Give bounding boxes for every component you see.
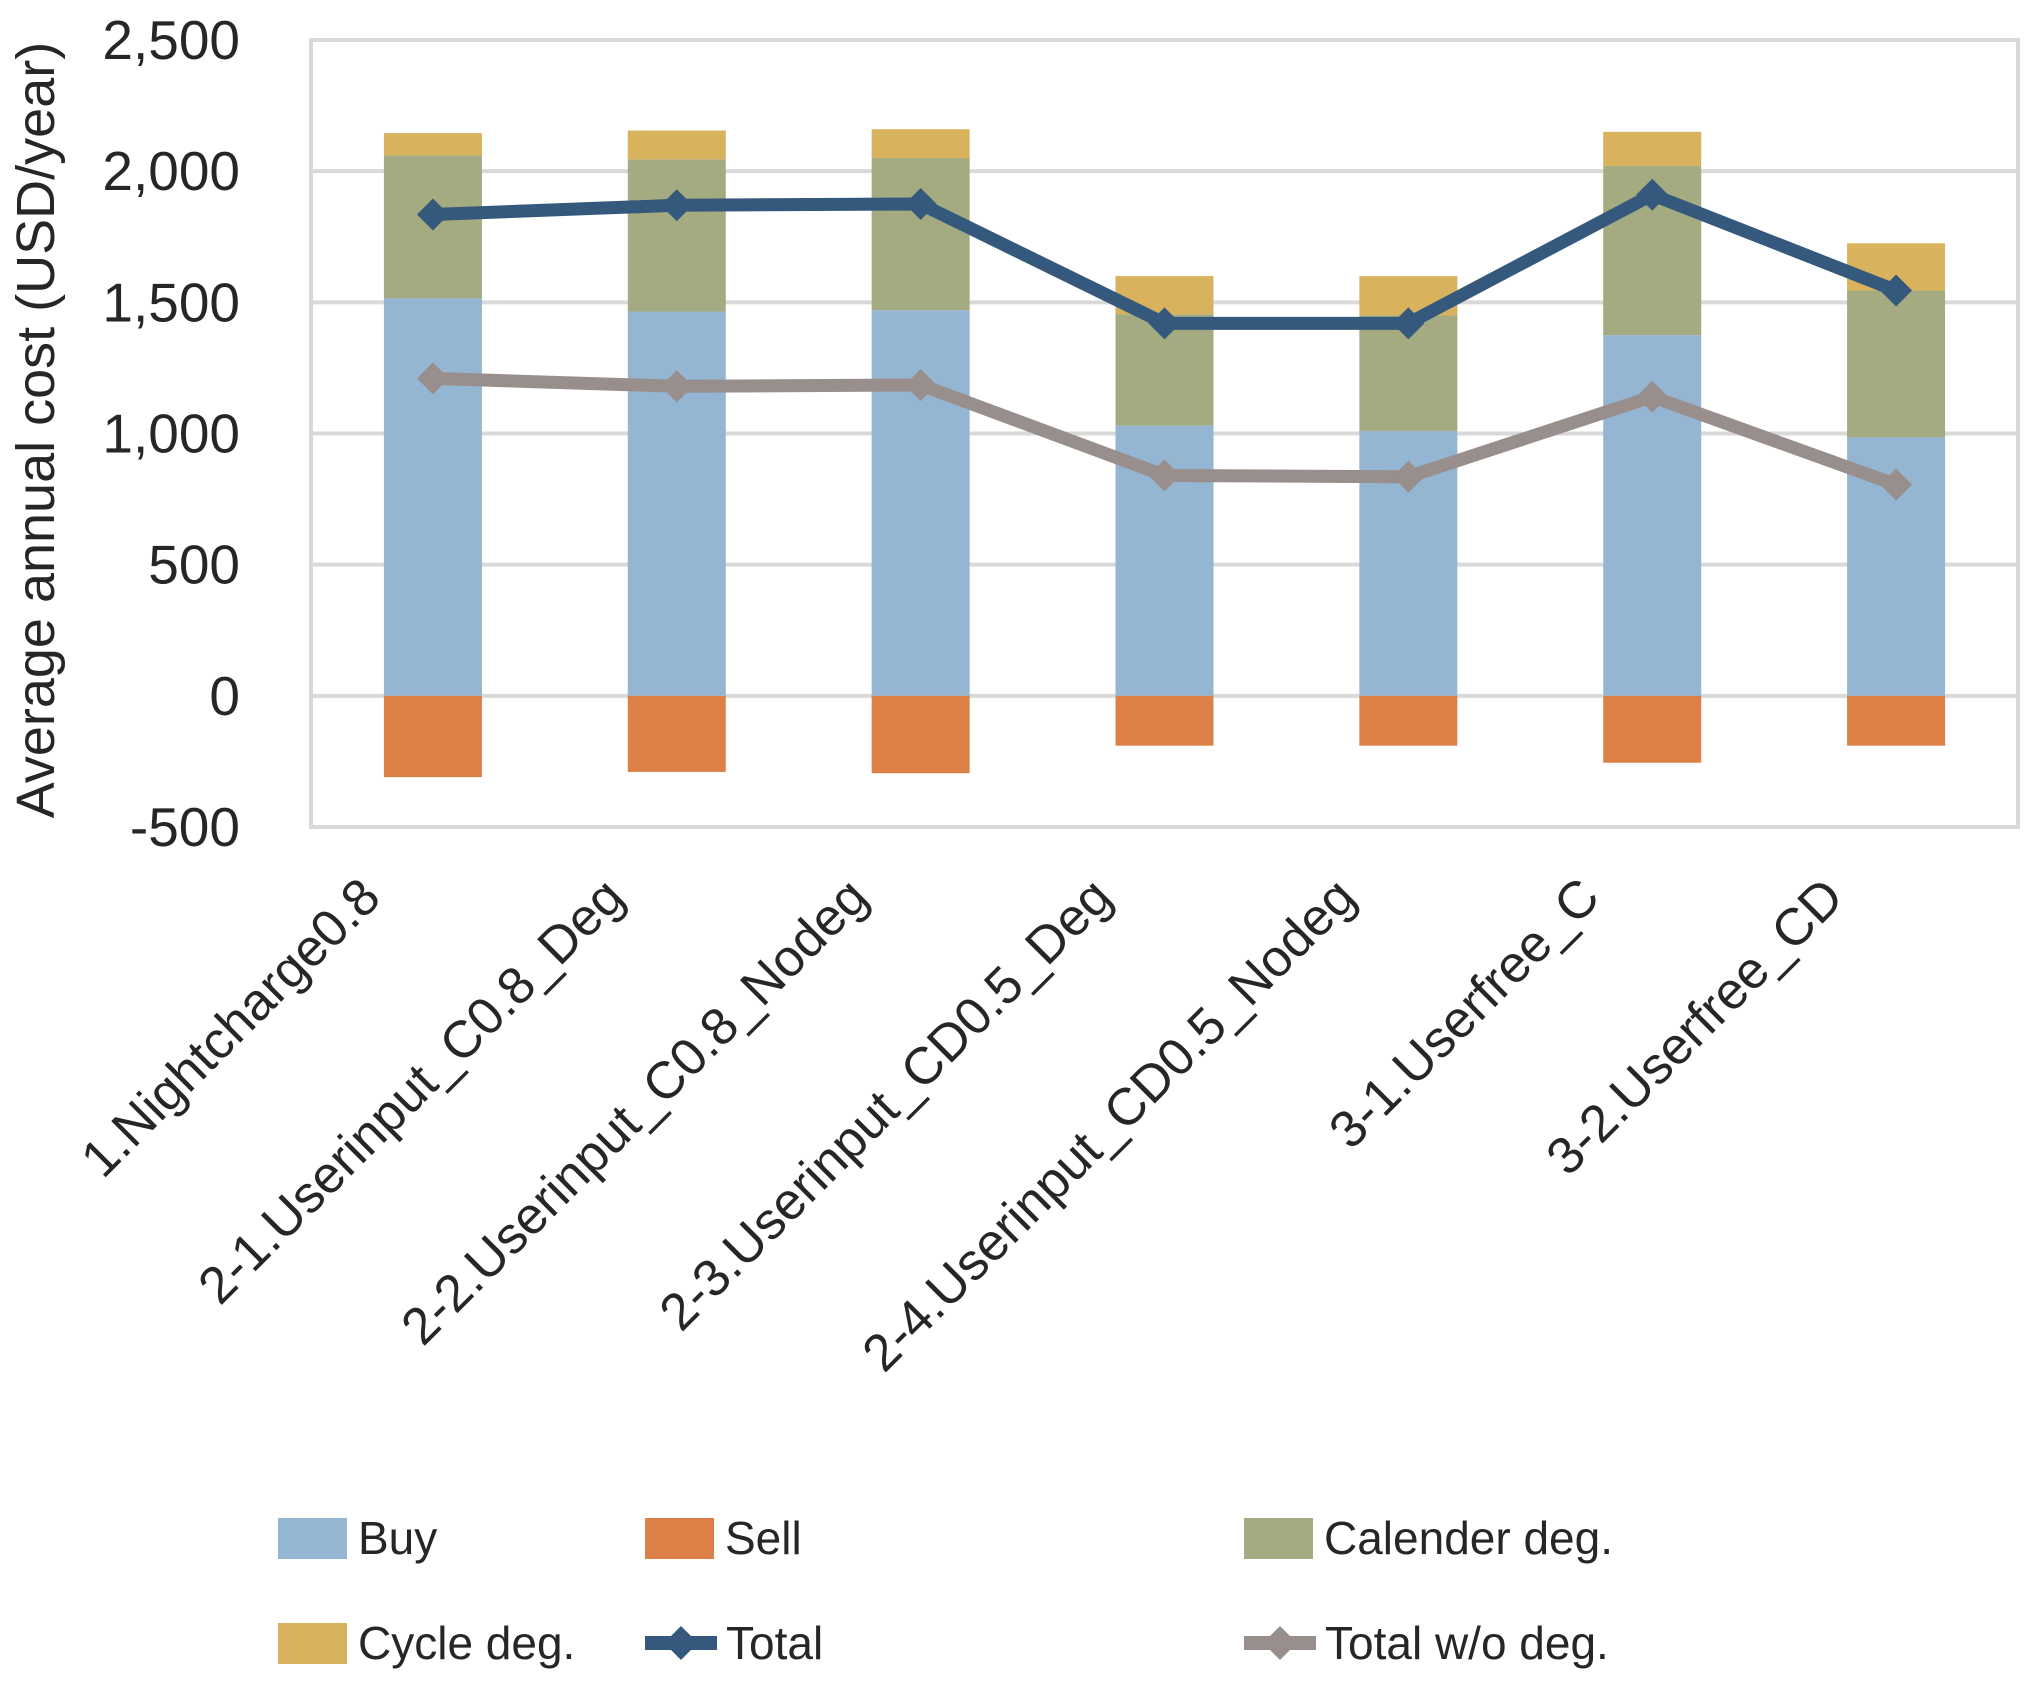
marker-total-w-o-deg--4 xyxy=(1392,460,1425,493)
legend-label-buy: Buy xyxy=(358,1512,438,1564)
y-tick-label-1500: 1,500 xyxy=(102,271,240,333)
bar-buy-0 xyxy=(383,298,482,696)
plot-border xyxy=(309,38,2020,829)
y-tick-label-2000: 2,000 xyxy=(102,140,240,202)
bar-buy-2 xyxy=(871,310,970,696)
marker-total-w-o-deg--5 xyxy=(1636,380,1669,413)
marker-total-w-o-deg--0 xyxy=(416,362,449,395)
bar-buy-1 xyxy=(627,311,726,696)
bar-calender-deg--1 xyxy=(627,159,726,312)
legend-label-cycle-deg: Cycle deg. xyxy=(358,1617,576,1669)
legend-label-total-wo-deg: Total w/o deg. xyxy=(1325,1617,1609,1669)
legend-swatch-cycle-deg-icon xyxy=(278,1622,347,1664)
marker-total-1 xyxy=(660,189,693,222)
y-tick-label-500: 500 xyxy=(148,534,240,596)
marker-total-3 xyxy=(1148,307,1181,340)
x-tick-label-2: 2-2.Userinput_C0.8_Nodeg xyxy=(390,867,879,1356)
legend-label-sell: Sell xyxy=(725,1512,802,1564)
bar-sell-2 xyxy=(871,695,970,774)
bar-sell-4 xyxy=(1359,695,1458,746)
bar-sell-0 xyxy=(383,695,482,778)
bar-sell-6 xyxy=(1847,695,1946,746)
marker-total-6 xyxy=(1880,274,1913,307)
marker-total-w-o-deg--1 xyxy=(660,370,693,403)
marker-total-5 xyxy=(1636,178,1669,211)
y-tick-label--500: -500 xyxy=(130,796,240,858)
bar-cycle-deg--5 xyxy=(1603,131,1702,166)
marker-total-w-o-deg--2 xyxy=(904,368,937,401)
legend-label-calender-deg: Calender deg. xyxy=(1324,1512,1613,1564)
bar-sell-3 xyxy=(1115,695,1214,746)
marker-total-w-o-deg--6 xyxy=(1880,468,1913,501)
bar-sell-5 xyxy=(1603,695,1702,763)
legend-marker-total-wo-deg-icon xyxy=(1244,1623,1316,1664)
legend-label-total: Total xyxy=(726,1617,824,1669)
x-tick-label-1: 2-1.Userinput_C0.8_Deg xyxy=(188,867,636,1315)
marker-total-4 xyxy=(1392,307,1425,340)
bar-sell-1 xyxy=(627,695,726,772)
y-tick-label-2500: 2,500 xyxy=(102,9,240,71)
bar-calender-deg--6 xyxy=(1847,290,1946,438)
marker-total-w-o-deg--3 xyxy=(1148,459,1181,492)
legend-item-calender-deg: Calender deg. xyxy=(1244,1507,1613,1569)
marker-total-0 xyxy=(416,198,449,231)
legend-item-buy: Buy xyxy=(278,1507,437,1569)
bar-cycle-deg--2 xyxy=(871,129,970,159)
legend-item-total: Total xyxy=(645,1612,823,1674)
legend-swatch-buy-icon xyxy=(278,1517,347,1559)
bar-cycle-deg--0 xyxy=(383,133,482,156)
bar-calender-deg--2 xyxy=(871,158,970,311)
y-tick-label-0: 0 xyxy=(209,665,240,727)
marker-total-2 xyxy=(904,187,937,220)
legend-item-cycle-deg: Cycle deg. xyxy=(278,1612,575,1674)
legend-item-sell: Sell xyxy=(645,1507,802,1569)
legend-swatch-sell-icon xyxy=(645,1517,714,1559)
legend-item-total-wo-deg: Total w/o deg. xyxy=(1244,1612,1609,1674)
legend-swatch-calender-deg-icon xyxy=(1244,1517,1313,1559)
legend-marker-total-icon xyxy=(645,1623,717,1664)
x-tick-label-4: 2-4.Userinput_CD0.5_Nodeg xyxy=(852,867,1367,1382)
y-tick-label-1000: 1,000 xyxy=(102,403,240,465)
x-tick-label-3: 2-3.Userinput_CD0.5_Deg xyxy=(649,867,1123,1341)
bar-cycle-deg--1 xyxy=(627,130,726,160)
